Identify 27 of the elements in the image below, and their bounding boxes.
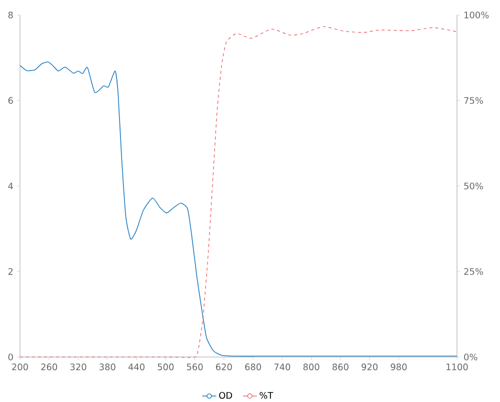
y-tick-label: 0 <box>8 354 13 360</box>
x-tick-label: 380 <box>100 364 116 370</box>
y-tick-label: 4 <box>8 182 13 190</box>
x-tick-label: 980 <box>390 364 407 370</box>
x-tick-label: 860 <box>332 364 348 370</box>
legend-label: OD <box>219 392 232 399</box>
y-tick-label: 8 <box>8 12 13 18</box>
y2-tick-label: 75% <box>464 97 483 104</box>
x-tick-label: 1100 <box>446 364 468 370</box>
y2-tick-label: 0% <box>464 354 478 360</box>
x-tick-label: 920 <box>362 364 378 370</box>
x-tick-label: 680 <box>245 364 262 370</box>
x-tick-label: 620 <box>216 364 232 370</box>
x-tick-label: 800 <box>303 364 320 370</box>
y2-tick-label: 100% <box>464 12 489 18</box>
y-tick-label: 6 <box>8 97 13 104</box>
x-tick-label: 440 <box>128 364 144 370</box>
x-tick-label: 740 <box>274 364 290 370</box>
x-tick-label: 560 <box>186 364 203 370</box>
x-tick-label: 500 <box>158 364 174 370</box>
x-tick-label: 200 <box>12 364 28 370</box>
legend-label: %T <box>260 392 274 399</box>
x-tick-label: 260 <box>41 364 58 370</box>
y-tick-label: 2 <box>8 268 13 275</box>
x-tick-label: 320 <box>70 364 86 370</box>
y2-tick-label: 25% <box>464 268 483 275</box>
y2-tick-label: 50% <box>464 182 483 190</box>
